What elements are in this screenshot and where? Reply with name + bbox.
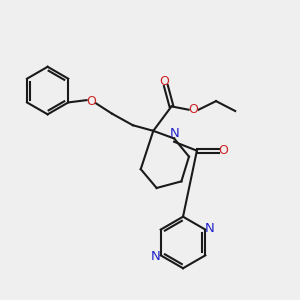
Text: N: N (151, 250, 161, 263)
Text: O: O (189, 103, 199, 116)
Text: N: N (170, 127, 180, 140)
Text: N: N (205, 222, 215, 235)
Text: O: O (159, 75, 169, 88)
Text: O: O (86, 95, 96, 108)
Text: O: O (218, 144, 228, 157)
